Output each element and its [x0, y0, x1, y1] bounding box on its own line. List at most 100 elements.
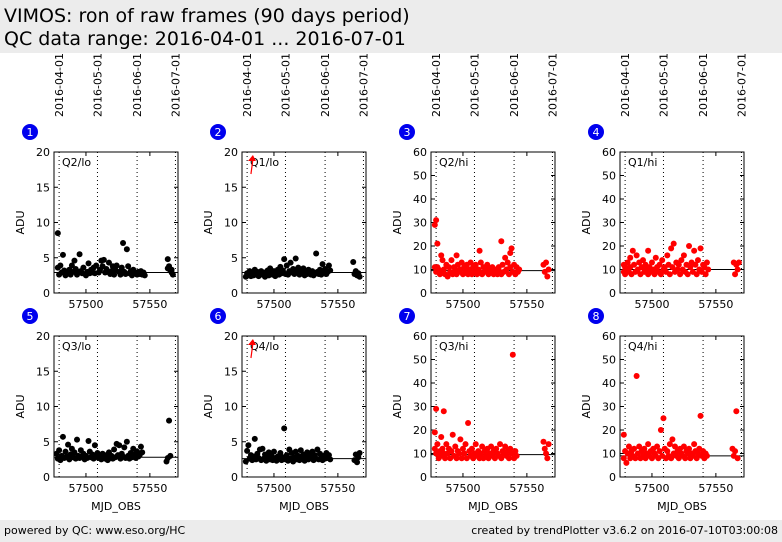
data-point	[85, 260, 92, 267]
data-point	[697, 412, 704, 419]
panel-1: 2016-04-01 2016-05-01 2016-06-01 2016-07-01…	[14, 53, 182, 311]
data-point	[442, 455, 449, 462]
data-point	[440, 266, 447, 273]
data-point	[664, 252, 671, 259]
data-point	[668, 455, 675, 462]
top-date-label: 2016-06-01	[319, 53, 332, 117]
panel-2: 2016-04-01 2016-05-01 2016-06-01 2016-07-01…	[202, 53, 370, 311]
data-point	[453, 252, 460, 259]
data-point	[57, 262, 64, 269]
data-point	[502, 254, 509, 261]
data-point	[545, 441, 552, 448]
data-point	[468, 445, 475, 452]
y-tick-label: 30	[413, 217, 427, 230]
data-point	[431, 445, 438, 452]
data-point	[472, 441, 479, 448]
data-point	[461, 450, 468, 457]
x-tick-label: 57550	[132, 482, 167, 495]
data-point	[91, 442, 98, 449]
data-point	[484, 261, 491, 268]
data-point	[438, 252, 445, 259]
data-point	[668, 245, 675, 252]
data-point	[467, 259, 474, 266]
x-axis-label: MJD_OBS	[279, 500, 329, 513]
y-tick-label: 50	[413, 170, 427, 183]
y-tick-label: 50	[602, 170, 616, 183]
data-point	[458, 455, 465, 462]
y-tick-label: 15	[224, 365, 238, 378]
top-date-label: 2016-05-01	[468, 53, 481, 117]
data-point	[287, 259, 294, 266]
y-tick-label: 10	[36, 401, 50, 414]
data-point	[660, 415, 667, 422]
data-point	[59, 433, 66, 440]
footer-left: powered by QC: www.eso.org/HC	[4, 524, 186, 537]
panel-number: 5	[27, 310, 34, 323]
y-tick-label: 15	[224, 181, 238, 194]
data-point	[693, 271, 700, 278]
data-point	[691, 247, 698, 254]
data-point	[121, 444, 128, 451]
data-point	[693, 455, 700, 462]
y-tick-label: 30	[413, 401, 427, 414]
panel-6: 0 5 10 15 20 57500 57550 ADU MJD_OBS Q4/lo 6	[202, 308, 367, 513]
data-point	[439, 257, 446, 264]
y-tick-label: 5	[43, 436, 50, 449]
data-point	[734, 266, 741, 273]
data-point	[671, 443, 678, 450]
panel-number: 6	[215, 310, 222, 323]
data-point	[443, 441, 450, 448]
y-tick-label: 0	[43, 287, 50, 300]
y-tick-label: 10	[224, 401, 238, 414]
x-tick-label: 57500	[634, 482, 669, 495]
data-point	[694, 257, 701, 264]
panel-label: Q2/lo	[62, 156, 91, 169]
panel-number-badge	[210, 124, 226, 140]
y-axis-label: ADU	[391, 210, 404, 234]
data-point	[444, 273, 451, 280]
y-tick-label: 10	[602, 448, 616, 461]
top-date-label: 2016-07-01	[169, 53, 182, 117]
data-point	[449, 431, 456, 438]
data-point	[166, 417, 173, 424]
data-point	[120, 239, 127, 246]
y-tick-label: 5	[43, 252, 50, 265]
data-point	[476, 247, 483, 254]
x-tick-label: 57550	[698, 482, 733, 495]
outlier-arrow-head	[247, 155, 256, 161]
data-point	[686, 445, 693, 452]
y-tick-label: 0	[420, 287, 427, 300]
data-point	[85, 438, 92, 445]
data-point	[438, 434, 445, 441]
data-point	[74, 436, 81, 443]
data-point	[137, 443, 144, 450]
y-tick-label: 60	[413, 330, 427, 343]
y-tick-label: 10	[224, 217, 238, 230]
data-point	[544, 455, 551, 462]
data-point	[499, 261, 506, 268]
y-tick-label: 5	[231, 436, 238, 449]
data-point	[356, 273, 363, 280]
data-point	[645, 247, 652, 254]
data-point	[292, 255, 299, 262]
x-tick-label: 57500	[256, 298, 291, 311]
outlier-arrow-head	[247, 339, 256, 345]
data-point	[513, 452, 520, 459]
data-point	[509, 351, 516, 358]
y-axis-label: ADU	[202, 210, 215, 234]
data-point	[543, 259, 550, 266]
data-point	[116, 442, 123, 449]
top-date-label: 2016-04-01	[241, 53, 254, 117]
footer-right: created by trendPlotter v3.6.2 on 2016-0…	[471, 524, 778, 537]
data-point	[125, 263, 132, 270]
data-point	[682, 455, 689, 462]
panel-8: 0 10 20 30 40 50 60 57500 57550 ADU MJD_OBS Q4/hi 8	[580, 308, 745, 513]
data-point	[641, 445, 648, 452]
y-tick-label: 10	[413, 264, 427, 277]
y-axis-label: ADU	[580, 210, 593, 234]
x-tick-label: 57500	[634, 298, 669, 311]
data-point	[631, 445, 638, 452]
y-tick-label: 40	[602, 193, 616, 206]
data-point	[677, 271, 684, 278]
x-axis-label: MJD_OBS	[91, 500, 141, 513]
